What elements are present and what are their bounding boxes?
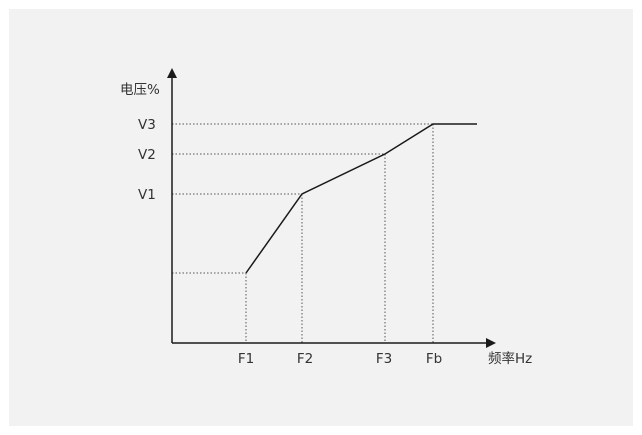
vf-curve-line [245,123,477,274]
x-tick-f3: F3 [376,351,392,367]
x-axis-label: 频率Hz [488,350,532,367]
y-tick-v2: V2 [138,147,156,163]
diagram-panel [9,9,633,426]
x-tick-f1: F1 [238,351,254,367]
y-axis-label: 电压% [120,82,160,98]
y-tick-v3: V3 [138,117,156,133]
y-tick-v1: V1 [138,187,156,203]
x-tick-fb: Fb [426,351,442,367]
x-tick-f2: F2 [297,351,313,367]
